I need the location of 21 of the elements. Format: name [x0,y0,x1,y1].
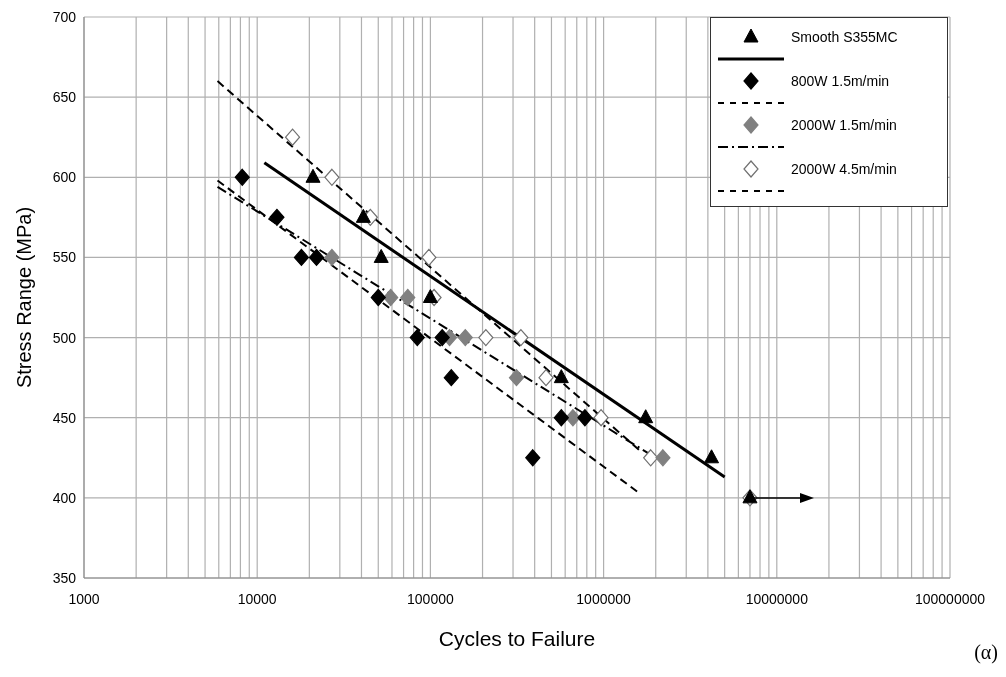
y-tick-label: 650 [52,89,77,106]
legend-label: Smooth S355MC [791,29,898,45]
x-tick-label: 10000000 [745,590,809,607]
x-tick-label: 100000000 [914,590,986,607]
y-tick-label: 700 [52,8,77,25]
legend-label: 800W 1.5m/min [791,73,890,89]
y-axis-title: Stress Range (MPa) [13,206,36,389]
y-tick-label: 500 [52,329,77,346]
y-tick-label: 600 [52,169,77,186]
x-axis-title: Cycles to Failure [438,627,596,650]
legend-label: 2000W 1.5m/min [791,117,897,133]
text: (α) [974,641,998,664]
y-tick-label: 400 [52,489,77,506]
y-tick-label: 350 [52,569,77,586]
x-tick-label: 1000 [68,590,100,607]
legend-label: 2000W 4.5m/min [791,161,897,177]
x-tick-label: 100000 [407,590,454,607]
y-tick-label: 450 [52,409,77,426]
x-tick-label: 1000000 [576,590,632,607]
y-tick-label: 550 [52,249,77,266]
x-tick-label: 10000 [237,590,277,607]
